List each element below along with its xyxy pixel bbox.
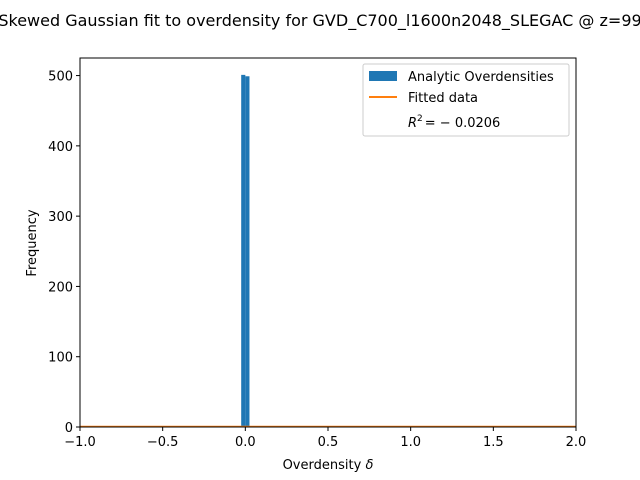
y-tick-label: 400 (48, 140, 73, 155)
y-tick-label: 500 (48, 70, 73, 85)
legend-label-fitted: Fitted data (408, 91, 478, 106)
histogram-bar (245, 76, 250, 427)
y-tick-label: 0 (65, 421, 73, 436)
x-axis-label-symbol: δ (365, 458, 373, 473)
legend-label-analytic: Analytic Overdensities (408, 70, 554, 85)
legend-box (362, 63, 570, 137)
r-squared-exponent: 2 (417, 114, 423, 124)
x-axis-label-text: Overdensity (283, 458, 362, 473)
legend: Analytic Overdensities Fitted data R2 = −… (362, 63, 570, 137)
y-axis-ticks: 0 100 200 300 400 500 (48, 70, 80, 436)
x-tick-label: 2.0 (566, 435, 587, 450)
x-tick-label: −1.0 (64, 435, 96, 450)
chart-title: Skewed Gaussian fit to overdensity for G… (0, 11, 640, 31)
histogram-bar (241, 74, 246, 428)
x-tick-label: 0.5 (318, 435, 339, 450)
y-axis-label: Frequency (25, 209, 40, 276)
y-tick-label: 100 (48, 351, 73, 366)
r-squared-value: = − 0.0206 (425, 116, 501, 131)
x-tick-label: 1.0 (400, 435, 421, 450)
x-tick-label: −0.5 (147, 435, 179, 450)
legend-swatch-analytic (369, 71, 397, 81)
histogram-bars (241, 74, 250, 428)
x-axis-ticks: −1.0 −0.5 0.0 0.5 1.0 1.5 2.0 (64, 427, 586, 450)
y-tick-label: 300 (48, 210, 73, 225)
x-axis-label: Overdensity δ (283, 458, 374, 473)
x-tick-label: 0.0 (235, 435, 256, 450)
y-tick-label: 200 (48, 280, 73, 295)
r-squared-symbol: R (408, 116, 417, 131)
x-tick-label: 1.5 (483, 435, 504, 450)
r-squared-annotation: R2 = − 0.0206 (408, 114, 500, 131)
